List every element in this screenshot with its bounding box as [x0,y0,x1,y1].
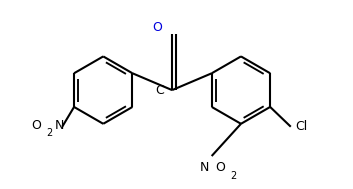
Text: O: O [152,21,162,34]
Text: N: N [200,161,209,174]
Text: O: O [31,119,41,132]
Text: C: C [155,84,164,97]
Text: O: O [215,161,225,174]
Text: N: N [54,119,64,132]
Text: Cl: Cl [295,120,307,133]
Text: 2: 2 [231,171,237,181]
Text: 2: 2 [47,128,53,138]
